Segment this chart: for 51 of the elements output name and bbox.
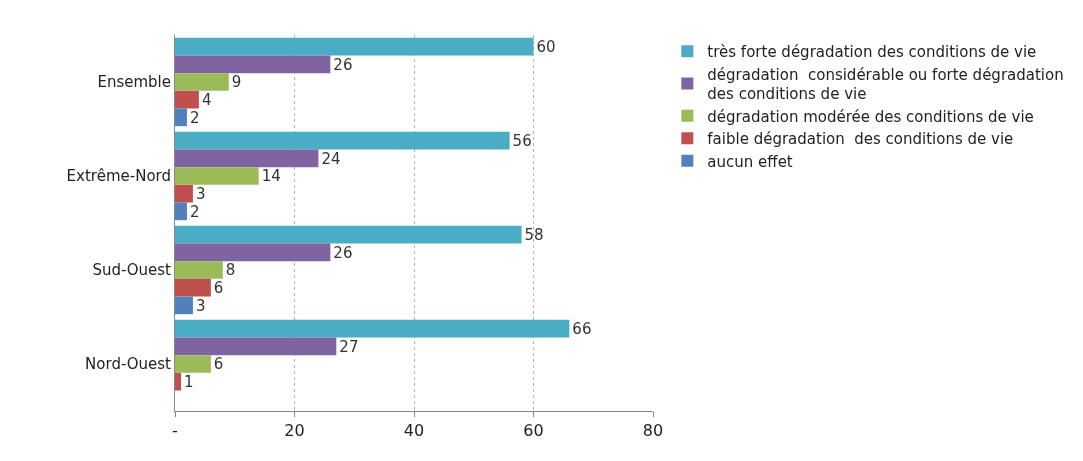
x-tick-label: - [172,421,178,441]
bar [175,108,187,127]
y-tick-label: Extrême-Nord [66,167,171,186]
bar [175,90,199,109]
data-label: 26 [333,55,353,74]
bar [175,355,211,373]
bar [175,319,570,338]
bar [175,278,211,297]
data-label: 2 [189,202,200,221]
bar [175,167,259,185]
y-tick-label: Nord-Ouest [85,355,172,374]
x-tick-label: 40 [403,421,425,441]
data-label: 26 [333,243,353,262]
x-tick-label: 80 [642,421,664,441]
data-label: 4 [201,90,212,109]
bar [175,37,534,56]
data-label: 66 [572,319,592,338]
legend-label: dégradation modérée des conditions de vie [707,107,1034,126]
bar [175,73,229,91]
data-label: 60 [536,37,556,56]
bar [175,55,331,74]
data-label: 24 [321,149,341,168]
bar [175,149,319,168]
y-tick-label: Ensemble [97,73,171,92]
data-label: 27 [339,337,359,356]
bar [175,225,522,244]
data-label: 6 [213,355,224,374]
x-tick-label: 60 [523,421,544,441]
legend-label: faible dégradation des conditions de vie [707,130,1014,149]
data-label: 14 [261,167,281,186]
legend-label: très forte dégradation des conditions de vie [707,43,1037,62]
x-tick-label: 20 [284,421,305,441]
legend-label: aucun effet [707,152,793,171]
data-label: 1 [183,372,194,391]
data-label: 56 [512,131,532,150]
data-label: 3 [195,184,206,203]
bar [175,296,193,315]
data-label: 9 [231,73,242,92]
y-tick-label: Sud-Ouest [92,261,172,280]
data-label: 2 [189,108,200,127]
bar [175,184,193,203]
data-label: 8 [225,261,236,280]
data-label: 6 [213,278,224,297]
data-label: 3 [195,296,206,315]
bar [175,372,181,391]
bar [175,131,510,150]
bar [175,261,223,279]
data-label: 58 [524,225,544,244]
bar [175,243,331,262]
bar [175,202,187,221]
bar [175,337,337,356]
